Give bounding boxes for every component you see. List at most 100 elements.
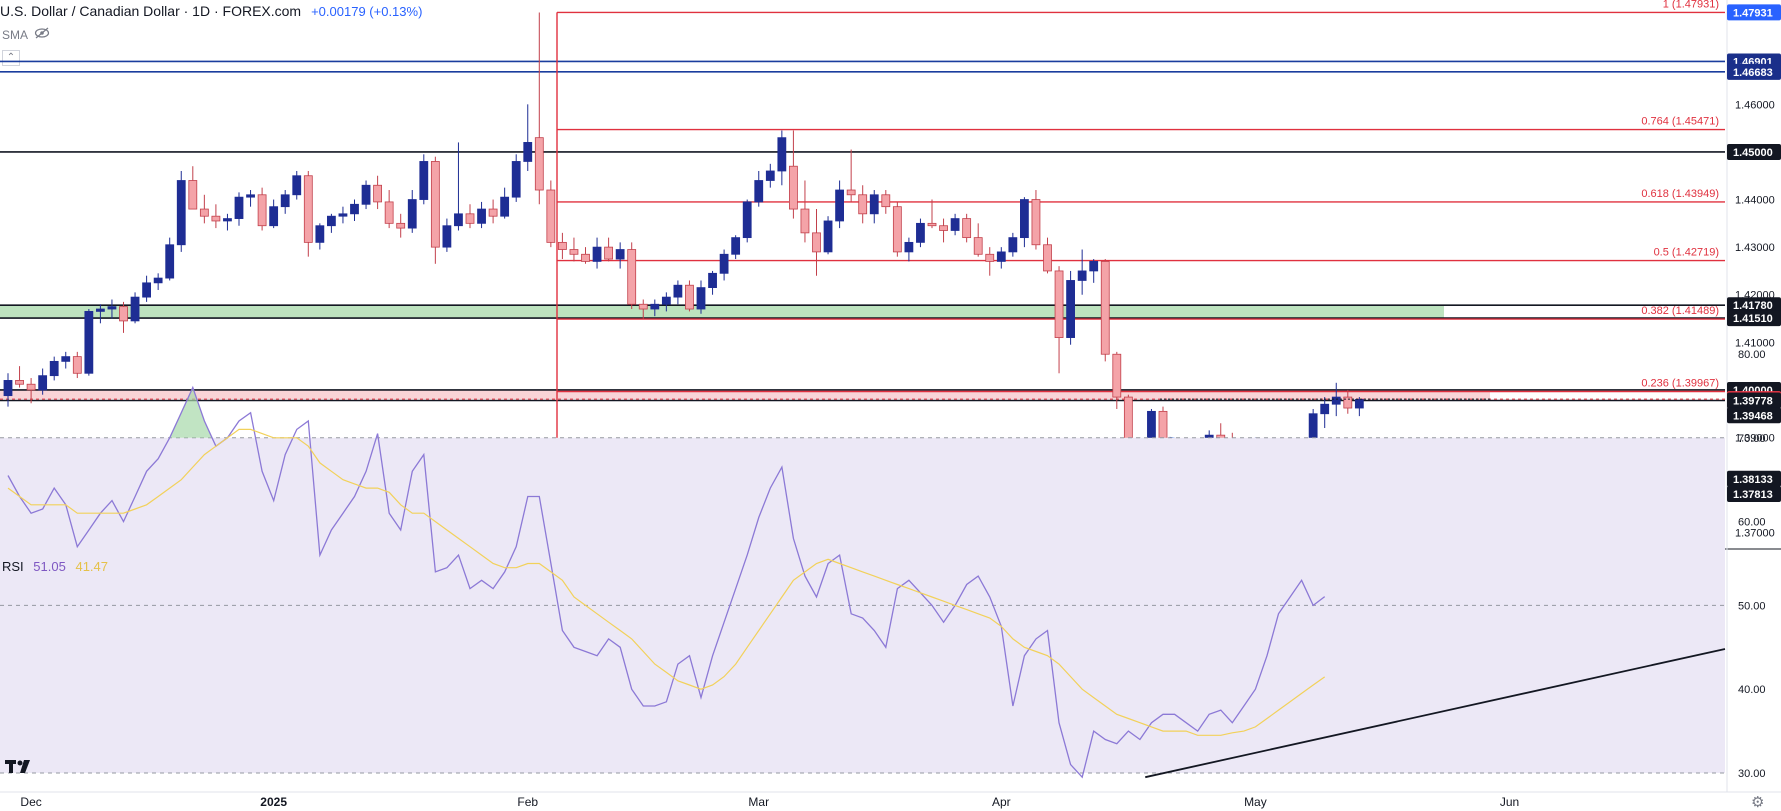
candle	[454, 142, 463, 231]
rsi-band	[0, 437, 1725, 773]
price-label-box	[1727, 470, 1781, 487]
candle-body	[292, 175, 302, 196]
candle	[361, 180, 371, 210]
candle	[939, 218, 948, 243]
candle-body	[165, 244, 175, 279]
candle	[650, 299, 660, 317]
candle	[927, 199, 937, 229]
candle-body	[1100, 261, 1110, 355]
candle	[1112, 351, 1122, 409]
candle-body	[223, 218, 232, 222]
candle	[1066, 270, 1075, 345]
candle-body	[916, 222, 925, 243]
price-label-box	[1727, 297, 1781, 314]
candle-body	[211, 215, 221, 222]
candle	[581, 247, 590, 264]
candle-body	[373, 184, 383, 203]
candle-body	[396, 222, 406, 229]
candle	[789, 130, 798, 219]
sma-indicator[interactable]: SMA	[2, 27, 50, 42]
candle	[800, 180, 810, 243]
candle	[916, 218, 925, 248]
candle	[731, 235, 741, 260]
tradingview-logo[interactable]	[5, 758, 35, 779]
price-label-tag: 1.39778	[1727, 392, 1781, 409]
candle	[107, 299, 117, 319]
candle	[754, 170, 764, 207]
candle-body	[892, 206, 902, 253]
candle-body	[303, 175, 313, 243]
candle-body	[142, 282, 152, 298]
candle	[96, 304, 105, 324]
candle	[835, 180, 844, 229]
candle	[26, 378, 36, 404]
time-tick-label: Feb	[517, 795, 538, 809]
candle-body	[1077, 270, 1087, 281]
candle-body	[996, 251, 1006, 262]
candle	[661, 292, 671, 312]
fib-label-3: 0.5 (1.42719)	[1654, 247, 1719, 259]
price-label-tag: 1.45000	[1727, 143, 1781, 160]
candle-body	[3, 380, 13, 397]
price-change: +0.00179 (+0.13%)	[311, 3, 423, 19]
candle	[1354, 397, 1364, 417]
symbol-title[interactable]: U.S. Dollar / Canadian Dollar · 1D · FOR…	[0, 3, 302, 19]
price-label-text: 1.37813	[1733, 489, 1773, 501]
candle	[777, 130, 787, 186]
candle	[950, 213, 960, 236]
rsi-legend[interactable]: RSI 51.05 41.47	[2, 559, 108, 574]
gear-icon[interactable]: ⚙	[1751, 794, 1765, 811]
candle	[280, 190, 290, 214]
candle-body	[430, 161, 440, 248]
candle-body	[315, 225, 325, 243]
price-label-tag: 1.46683	[1727, 63, 1781, 80]
candle	[15, 366, 24, 388]
candle	[812, 209, 821, 276]
candle-body	[1089, 261, 1099, 272]
candle	[615, 242, 625, 269]
candle-body	[696, 287, 706, 310]
candle-body	[627, 249, 637, 305]
candle-body	[1066, 280, 1075, 338]
candle-body	[835, 189, 844, 222]
rsi-trendline	[1145, 648, 1726, 779]
price-label-tag: 1.41510	[1727, 310, 1781, 327]
fib-label-4: 0.382 (1.41489)	[1641, 305, 1719, 317]
candle	[881, 190, 891, 214]
candle-body	[846, 189, 856, 196]
candle-body	[765, 170, 775, 181]
candle-body	[188, 180, 198, 210]
price-label-text: 1.45000	[1733, 147, 1773, 159]
candle-body	[881, 194, 891, 208]
candle	[223, 213, 232, 231]
candle	[996, 247, 1006, 269]
candle-body	[1112, 353, 1122, 398]
price-tick-label: 1.41000	[1735, 337, 1775, 349]
candle	[569, 237, 579, 262]
candle	[638, 299, 648, 319]
price-label-text: 1.41510	[1733, 313, 1773, 325]
fib-label-2: 0.618 (1.43949)	[1641, 188, 1719, 200]
candle-body	[869, 194, 879, 215]
candle-body	[812, 232, 821, 253]
candle	[315, 223, 325, 250]
candle-body	[269, 206, 279, 227]
eye-hidden-icon[interactable]	[34, 27, 50, 42]
candle-body	[72, 356, 82, 374]
candle	[188, 166, 198, 210]
candle	[1089, 259, 1099, 283]
rsi-tick-label: 80.00	[1738, 349, 1766, 361]
candle	[904, 237, 914, 262]
candle	[269, 199, 279, 229]
candle-body	[615, 249, 625, 260]
price-label-text: 1.47931	[1733, 7, 1773, 19]
rsi-ma-value: 41.47	[75, 559, 109, 574]
candle-body	[442, 225, 452, 248]
candle-body	[338, 213, 348, 217]
time-tick-label: Dec	[20, 795, 41, 809]
candle	[1100, 259, 1110, 362]
candle	[742, 199, 752, 243]
price-label-tag: 1.38133	[1727, 470, 1781, 487]
candle	[1008, 232, 1018, 257]
